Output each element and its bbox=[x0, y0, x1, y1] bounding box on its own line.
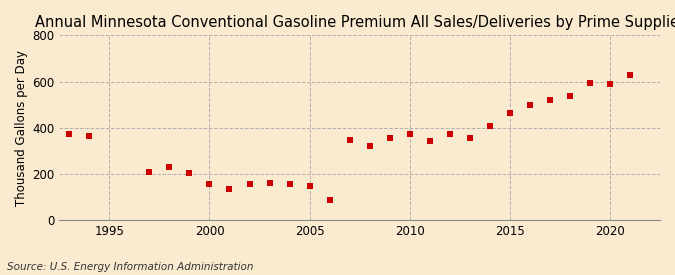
Y-axis label: Thousand Gallons per Day: Thousand Gallons per Day bbox=[15, 50, 28, 206]
Point bbox=[564, 94, 575, 98]
Point bbox=[585, 81, 595, 85]
Point bbox=[204, 182, 215, 186]
Point bbox=[284, 182, 295, 186]
Point bbox=[224, 187, 235, 191]
Point bbox=[364, 143, 375, 148]
Point bbox=[404, 131, 415, 136]
Point bbox=[524, 102, 535, 107]
Point bbox=[244, 182, 255, 186]
Point bbox=[504, 111, 515, 116]
Title: Annual Minnesota Conventional Gasoline Premium All Sales/Deliveries by Prime Sup: Annual Minnesota Conventional Gasoline P… bbox=[34, 15, 675, 30]
Point bbox=[485, 124, 495, 128]
Point bbox=[624, 73, 635, 77]
Point bbox=[344, 138, 355, 143]
Point bbox=[264, 181, 275, 185]
Point bbox=[444, 132, 455, 136]
Text: Source: U.S. Energy Information Administration: Source: U.S. Energy Information Administ… bbox=[7, 262, 253, 272]
Point bbox=[464, 136, 475, 140]
Point bbox=[84, 134, 95, 139]
Point bbox=[605, 82, 616, 86]
Point bbox=[425, 139, 435, 143]
Point bbox=[384, 136, 395, 140]
Point bbox=[324, 198, 335, 202]
Point bbox=[184, 171, 195, 176]
Point bbox=[545, 98, 556, 102]
Point bbox=[144, 170, 155, 175]
Point bbox=[164, 165, 175, 170]
Point bbox=[304, 184, 315, 188]
Point bbox=[64, 131, 75, 136]
